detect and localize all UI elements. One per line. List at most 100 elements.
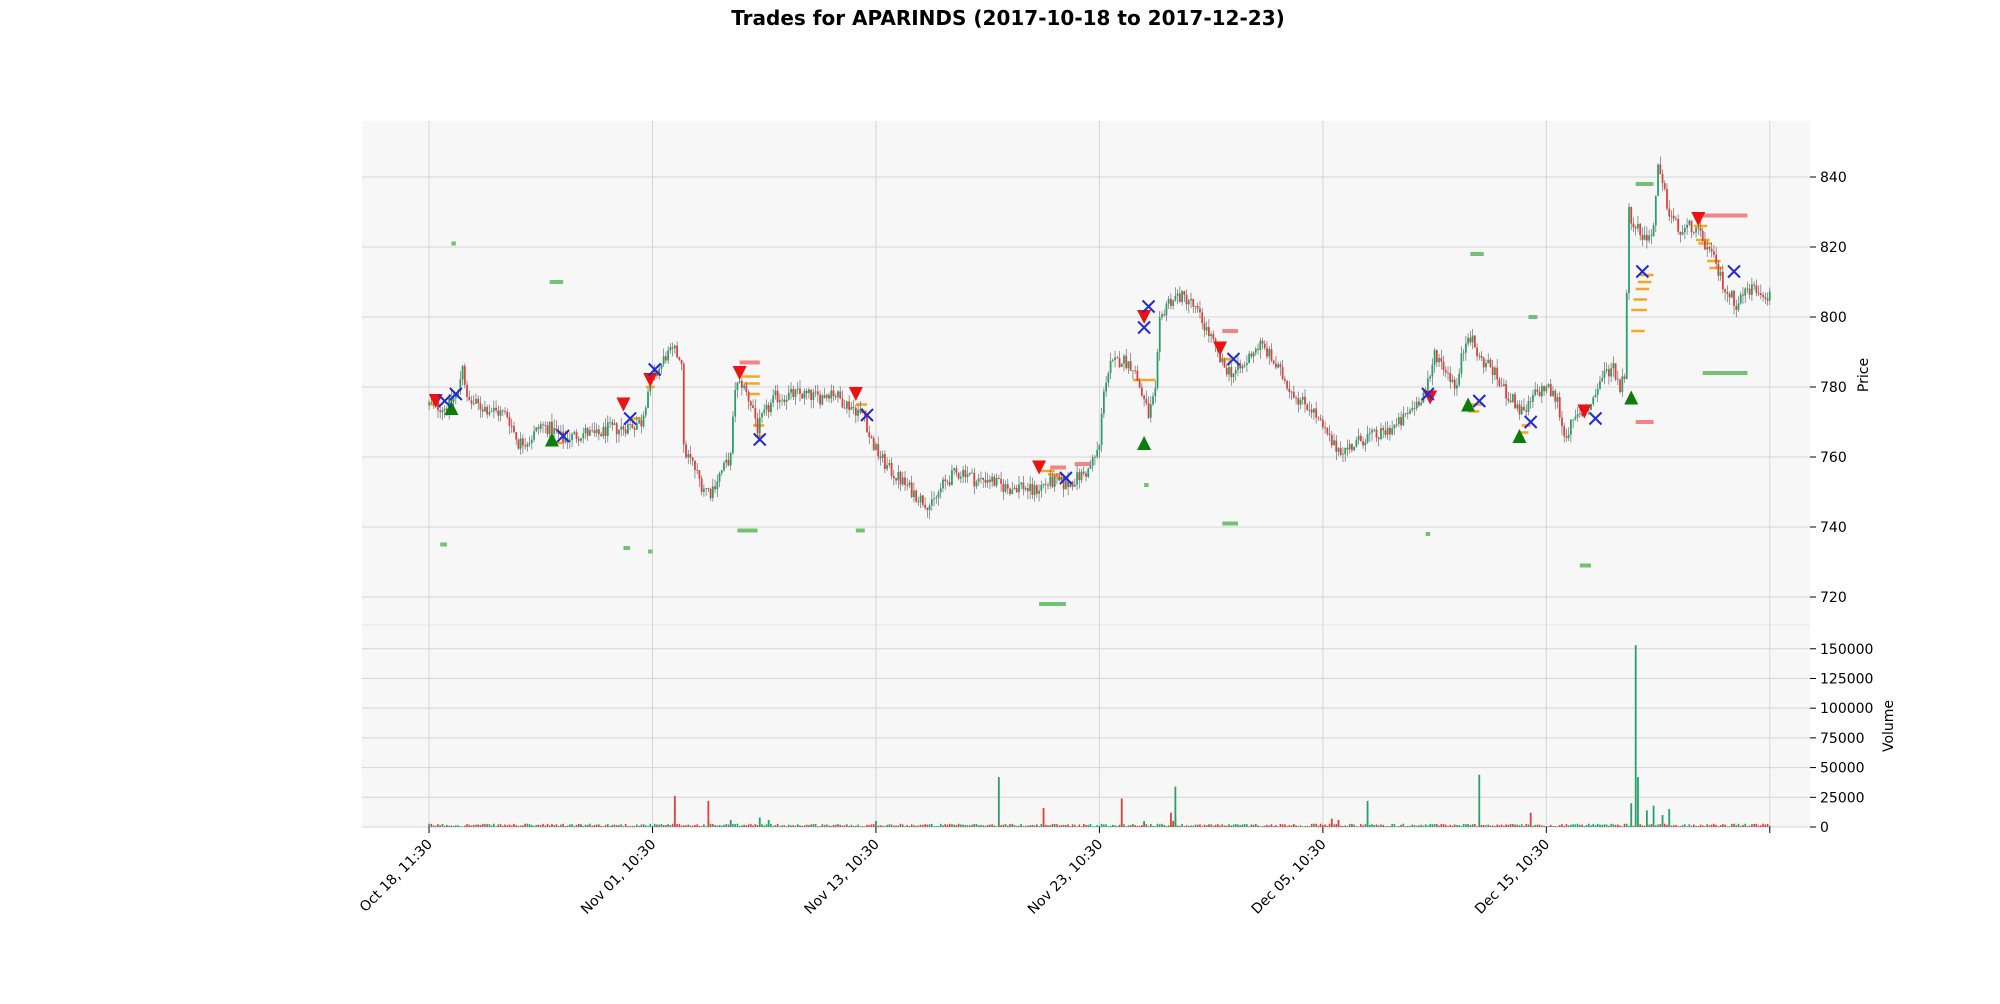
volume-bar bbox=[676, 824, 678, 827]
candle-down bbox=[676, 345, 678, 358]
volume-bar bbox=[1132, 824, 1134, 827]
candle-up bbox=[1460, 353, 1463, 374]
candle-down bbox=[973, 472, 976, 487]
candle-down bbox=[1324, 427, 1326, 428]
candle-down bbox=[1663, 183, 1666, 189]
candle-down bbox=[1315, 408, 1318, 418]
candle-up bbox=[1458, 373, 1461, 386]
volume-bar bbox=[1328, 823, 1331, 827]
volume-bar bbox=[1605, 824, 1608, 827]
volume-bar bbox=[629, 826, 631, 827]
candle-up bbox=[1596, 388, 1599, 395]
candle-down bbox=[1199, 308, 1201, 313]
volume-bar bbox=[1668, 809, 1671, 827]
candle-down bbox=[1708, 246, 1711, 249]
volume-bar bbox=[589, 823, 591, 827]
candle-up bbox=[609, 422, 611, 424]
price-tick-label: 740 bbox=[1820, 520, 1847, 536]
candle-down bbox=[946, 481, 949, 483]
candle-up bbox=[1768, 291, 1771, 301]
price-tick-label: 780 bbox=[1820, 380, 1847, 396]
volume-bar bbox=[1650, 824, 1653, 827]
volume-bar bbox=[1250, 824, 1253, 827]
candle-up bbox=[1098, 444, 1101, 450]
candle-up bbox=[1228, 367, 1230, 375]
volume-bar bbox=[931, 823, 933, 827]
candle-down bbox=[1056, 475, 1058, 477]
candle-up bbox=[812, 392, 815, 400]
candle-down bbox=[1742, 294, 1744, 296]
volume-bar bbox=[1205, 825, 1208, 827]
volume-bar bbox=[1574, 824, 1577, 827]
candle-down bbox=[437, 401, 439, 411]
buy-entry-marker bbox=[1137, 436, 1152, 450]
candle-down bbox=[597, 429, 600, 435]
buy-entry-marker bbox=[1624, 390, 1639, 405]
candle-up bbox=[1091, 457, 1094, 466]
candle-up bbox=[1127, 361, 1130, 369]
volume-bar bbox=[1185, 825, 1188, 827]
exit-marker bbox=[437, 394, 452, 408]
volume-bar bbox=[1621, 826, 1624, 827]
volume-bar bbox=[644, 825, 647, 827]
candle-up bbox=[720, 470, 723, 474]
candle-down bbox=[694, 460, 696, 471]
volume-bar bbox=[1228, 824, 1230, 827]
candle-down bbox=[843, 407, 846, 409]
volume-bar bbox=[1380, 824, 1382, 827]
volume-bar bbox=[997, 777, 1000, 827]
candle-down bbox=[504, 411, 506, 412]
candle-up bbox=[951, 470, 953, 486]
candle-down bbox=[816, 391, 819, 395]
candle-down bbox=[1306, 404, 1309, 410]
candle-down bbox=[1326, 427, 1329, 434]
volume-bar bbox=[955, 824, 958, 827]
candle-up bbox=[1599, 381, 1601, 389]
volume-bar bbox=[1505, 824, 1507, 827]
candle-up bbox=[1232, 373, 1235, 378]
volume-bar bbox=[1147, 826, 1150, 827]
candle-down bbox=[468, 396, 471, 401]
candle-up bbox=[1194, 306, 1197, 307]
volume-bar bbox=[1424, 824, 1427, 827]
volume-bar bbox=[977, 825, 980, 827]
volume-bar bbox=[1625, 823, 1628, 827]
candle-down bbox=[957, 472, 960, 479]
candle-up bbox=[913, 490, 915, 498]
volume-bar bbox=[1335, 823, 1338, 827]
candle-down bbox=[1639, 223, 1642, 236]
volume-bar bbox=[515, 825, 517, 827]
volume-bar bbox=[1114, 825, 1116, 827]
candle-up bbox=[937, 492, 940, 498]
candle-up bbox=[995, 477, 998, 486]
volume-bar bbox=[1733, 823, 1735, 827]
volume-bar bbox=[703, 824, 705, 827]
volume-bar bbox=[960, 824, 962, 827]
volume-bar bbox=[1091, 826, 1094, 827]
volume-bar bbox=[747, 824, 750, 827]
candle-down bbox=[1219, 351, 1221, 363]
volume-bar bbox=[781, 825, 783, 827]
volume-bar bbox=[602, 826, 605, 827]
volume-bar bbox=[957, 823, 960, 827]
volume-bar bbox=[1364, 824, 1367, 827]
candle-down bbox=[600, 434, 602, 437]
chart-title: Trades for APARINDS (2017-10-18 to 2017-… bbox=[731, 6, 1285, 30]
volume-bar bbox=[553, 825, 555, 827]
candle-down bbox=[1035, 485, 1038, 494]
candle-up bbox=[1464, 343, 1467, 353]
candle-down bbox=[515, 432, 518, 440]
volume-bar bbox=[1208, 824, 1210, 827]
candle-down bbox=[944, 479, 947, 482]
volume-bar bbox=[803, 825, 806, 827]
volume-bar bbox=[995, 826, 998, 827]
candle-up bbox=[1004, 484, 1007, 492]
candle-up bbox=[1686, 224, 1688, 228]
candle-down bbox=[917, 501, 920, 503]
volume-bar bbox=[1330, 818, 1333, 827]
volume-bar bbox=[662, 825, 665, 827]
candle-down bbox=[805, 390, 808, 394]
candle-down bbox=[1690, 220, 1693, 233]
volume-bar bbox=[660, 823, 663, 827]
volume-axis-label: Volume bbox=[1881, 700, 1897, 752]
